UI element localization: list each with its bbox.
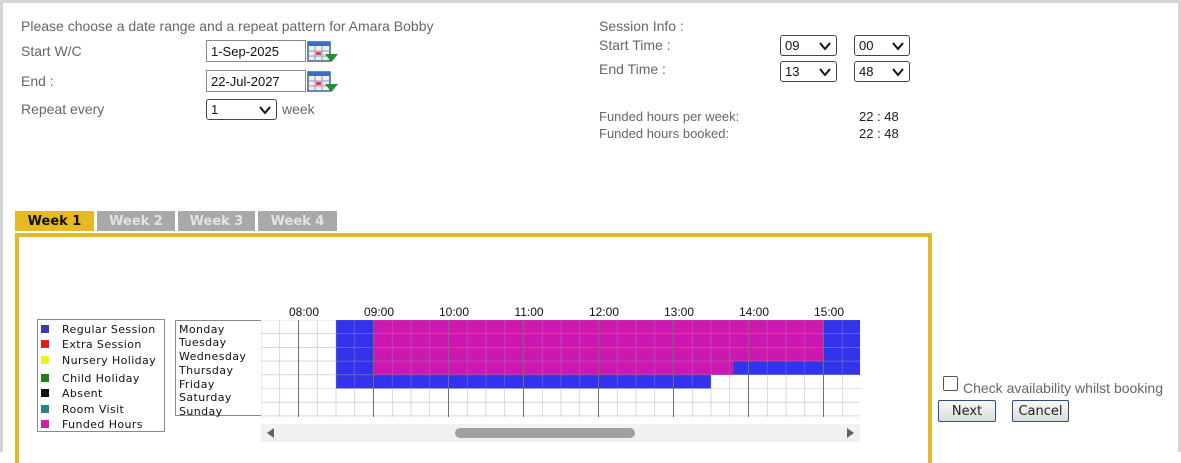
repeat-unit-label: week	[282, 101, 315, 117]
scroll-left-arrow-icon[interactable]	[267, 428, 274, 438]
start-date-input[interactable]	[206, 40, 306, 62]
legend-swatch	[41, 325, 49, 333]
legend-label: Room Visit	[62, 402, 125, 416]
schedule-scrollbar[interactable]	[261, 424, 860, 442]
window-top-border	[0, 0, 1181, 3]
day-label-thursday: Thursday	[179, 364, 234, 377]
end-hour-value: 13	[785, 64, 800, 79]
legend-item-room-visit: Room Visit	[41, 402, 124, 416]
repeat-select[interactable]: 1	[206, 99, 277, 120]
day-label-saturday: Saturday	[179, 391, 232, 404]
funded-per-week-label: Funded hours per week:	[599, 109, 740, 124]
day-label-friday: Friday	[179, 378, 215, 391]
legend-swatch	[41, 340, 49, 348]
legend-label: Funded Hours	[62, 417, 143, 431]
end-time-label: End Time :	[599, 61, 666, 77]
chevron-down-icon	[892, 67, 904, 77]
day-label-wednesday: Wednesday	[179, 350, 247, 363]
window-left-border	[0, 0, 3, 452]
day-label-monday: Monday	[179, 323, 225, 336]
repeat-label: Repeat every	[21, 101, 105, 117]
end-label: End :	[21, 73, 54, 89]
check-availability-checkbox[interactable]	[943, 376, 958, 391]
legend-item-extra-session: Extra Session	[41, 337, 142, 351]
tab-week-1[interactable]: Week 1	[15, 211, 94, 231]
funded-booked-label: Funded hours booked:	[599, 126, 730, 141]
legend-swatch	[41, 405, 49, 413]
day-label-sunday: Sunday	[179, 405, 223, 418]
chevron-down-icon	[819, 41, 831, 51]
legend-label: Extra Session	[62, 337, 142, 351]
hour-label-1300: 13:00	[663, 305, 695, 319]
scroll-right-arrow-icon[interactable]	[847, 428, 854, 438]
legend-swatch	[41, 389, 49, 397]
chevron-down-icon	[819, 67, 831, 77]
start-hour-select[interactable]: 09	[780, 35, 837, 56]
day-label-tuesday: Tuesday	[179, 336, 227, 349]
legend-item-nursery-holiday: Nursery Holiday	[41, 353, 156, 367]
instruction-text: Please choose a date range and a repeat …	[21, 18, 434, 34]
chevron-down-icon	[892, 41, 904, 51]
week-schedule-panel	[15, 233, 932, 463]
start-hour-value: 09	[785, 38, 800, 53]
day-labels: Monday Tuesday Wednesday Thursday Friday…	[175, 320, 261, 418]
hour-label-1400: 14:00	[738, 305, 770, 319]
session-info-title: Session Info :	[599, 18, 684, 34]
legend-swatch	[41, 374, 49, 382]
scroll-thumb[interactable]	[455, 428, 635, 438]
funded-hours-block	[373, 361, 734, 375]
legend-item-child-holiday: Child Holiday	[41, 371, 140, 385]
legend: Regular Session Extra Session Nursery Ho…	[37, 319, 165, 432]
start-minute-select[interactable]: 00	[854, 35, 910, 56]
end-date-input[interactable]	[206, 70, 306, 92]
repeat-value: 1	[211, 102, 219, 117]
legend-item-funded-hours: Funded Hours	[41, 417, 143, 431]
next-button[interactable]: Next	[938, 400, 996, 422]
calendar-icon[interactable]	[307, 40, 339, 64]
schedule-grid[interactable]	[261, 320, 860, 417]
check-availability-label: Check availability whilst booking	[963, 380, 1163, 396]
funded-booked-value: 22 : 48	[859, 126, 899, 141]
start-time-label: Start Time :	[599, 37, 671, 53]
hour-label-0800: 08:00	[288, 305, 320, 319]
window-right-border	[1178, 0, 1181, 452]
legend-item-regular-session: Regular Session	[41, 322, 156, 336]
calendar-icon[interactable]	[307, 70, 339, 94]
legend-item-absent: Absent	[41, 386, 103, 400]
hour-lines	[298, 320, 824, 417]
legend-label: Nursery Holiday	[62, 353, 157, 367]
hour-label-0900: 09:00	[363, 305, 395, 319]
end-minute-select[interactable]: 48	[854, 61, 910, 82]
hour-label-1200: 12:00	[588, 305, 620, 319]
funded-per-week-value: 22 : 48	[859, 109, 899, 124]
tab-week-4[interactable]: Week 4	[258, 211, 337, 231]
legend-label: Absent	[62, 386, 103, 400]
tab-week-2[interactable]: Week 2	[97, 211, 175, 231]
cancel-button[interactable]: Cancel	[1012, 400, 1069, 422]
hour-label-1100: 11:00	[514, 305, 544, 319]
legend-label: Regular Session	[62, 322, 156, 336]
end-hour-select[interactable]: 13	[780, 61, 837, 82]
legend-label: Child Holiday	[62, 371, 140, 385]
hour-label-1000: 10:00	[438, 305, 470, 319]
legend-swatch	[41, 356, 49, 364]
end-minute-value: 48	[859, 64, 874, 79]
start-minute-value: 00	[859, 38, 874, 53]
start-wc-label: Start W/C	[21, 43, 82, 59]
chevron-down-icon	[259, 105, 271, 115]
tab-week-3[interactable]: Week 3	[178, 211, 255, 231]
hour-label-1500: 15:00	[813, 305, 845, 319]
legend-swatch	[41, 420, 49, 428]
